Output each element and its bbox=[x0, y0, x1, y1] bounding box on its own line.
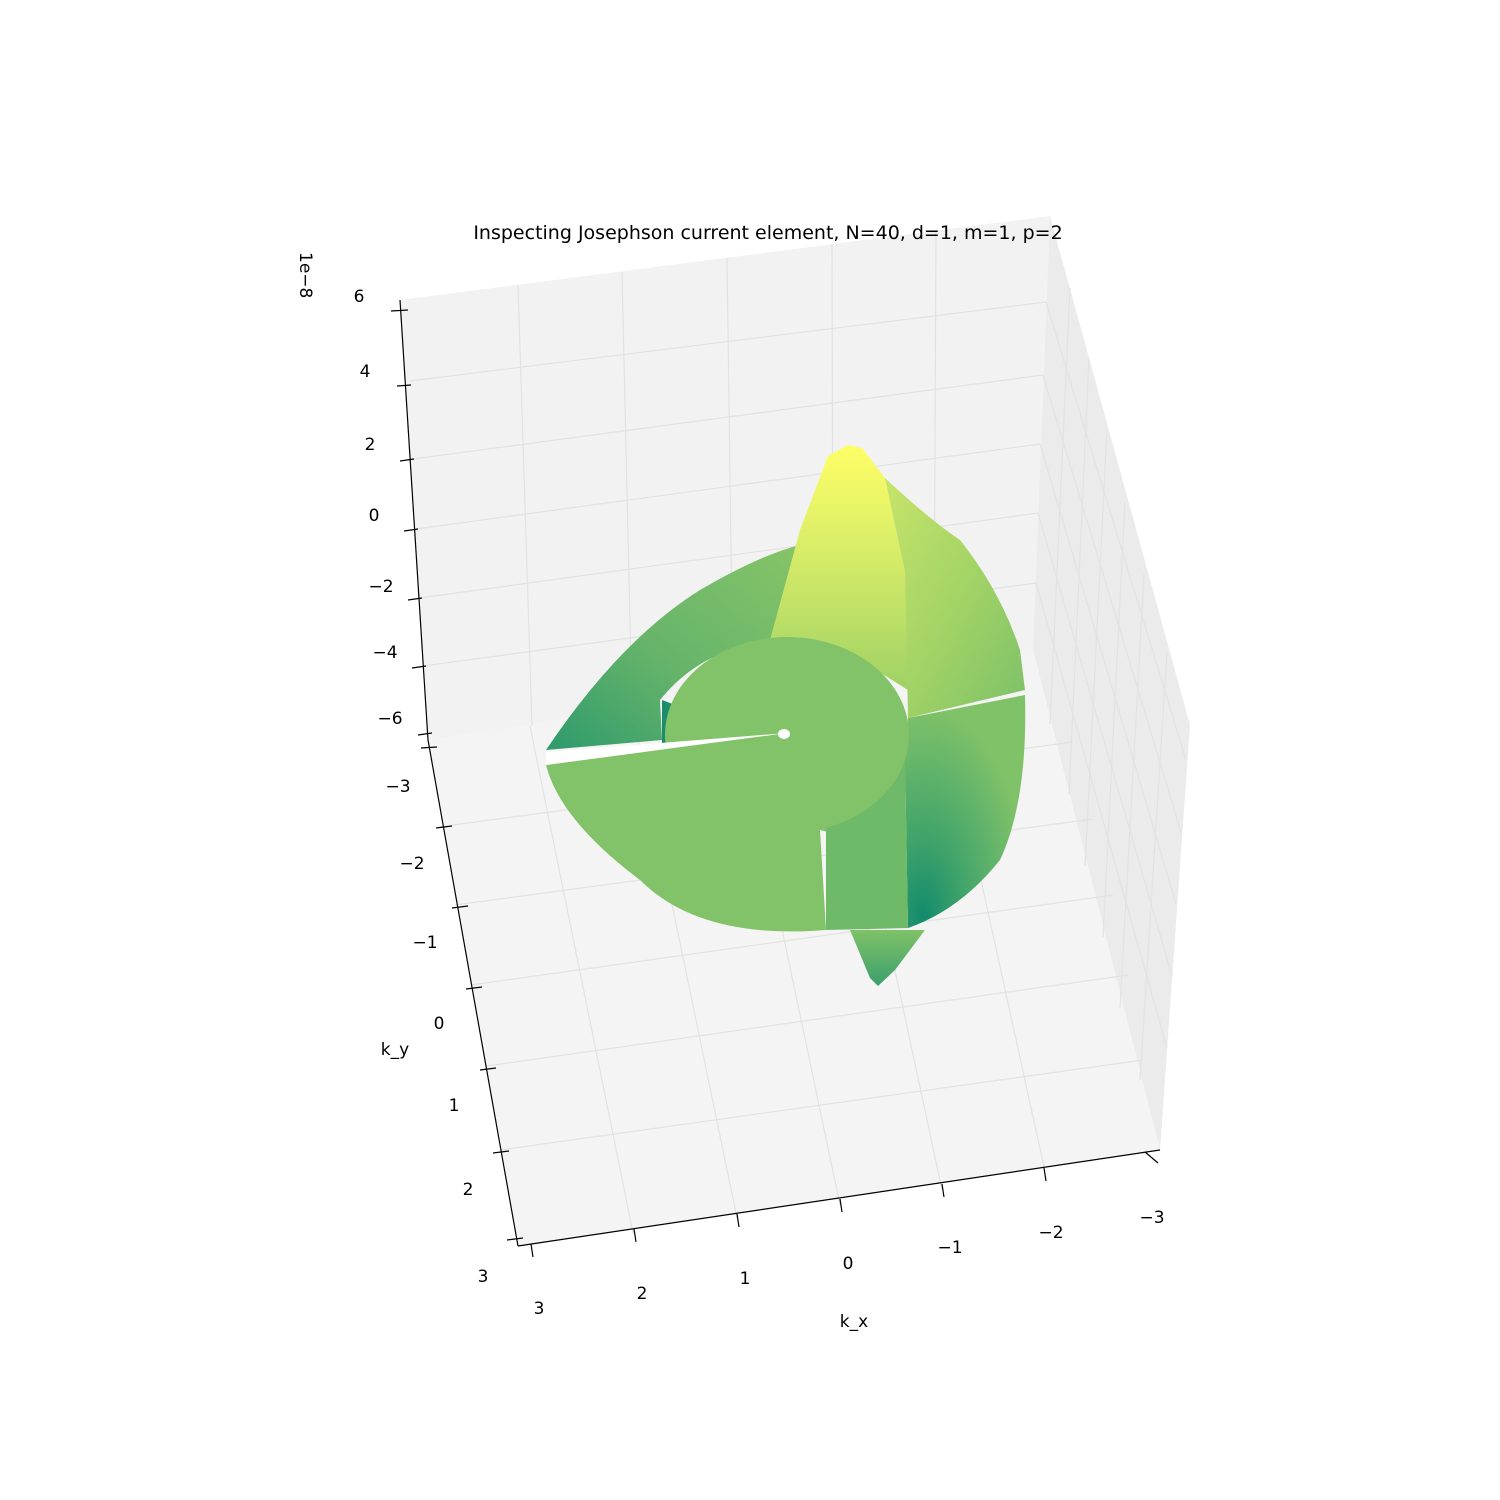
tick-marks bbox=[390, 309, 1159, 1258]
x-tick-label: 0 bbox=[843, 1254, 854, 1274]
surface-mid-strip bbox=[826, 760, 908, 930]
y-tick-label: −3 bbox=[385, 777, 410, 797]
y-axis-line bbox=[427, 739, 519, 1247]
z-tick-label: −2 bbox=[368, 577, 393, 597]
x-tick-label: 3 bbox=[534, 1299, 545, 1319]
z-tick-label: 0 bbox=[369, 506, 380, 526]
x-tick-labels: −3 −2 −1 0 1 2 3 bbox=[534, 1208, 1165, 1319]
y-tick-label: −2 bbox=[399, 854, 424, 874]
x-axis-line bbox=[517, 1149, 1161, 1247]
surface-right-wing bbox=[885, 478, 1025, 718]
z-tick-labels: −6 −4 −2 0 2 4 6 bbox=[354, 287, 403, 729]
z-offset-label: 1e−8 bbox=[295, 252, 315, 298]
x-axis-label: k_x bbox=[840, 1312, 868, 1332]
y-tick-label: 0 bbox=[434, 1014, 445, 1034]
surface-dip bbox=[850, 930, 925, 986]
y-tick-label: 3 bbox=[478, 1267, 489, 1287]
x-tick-label: −2 bbox=[1038, 1223, 1063, 1243]
z-tick-label: −4 bbox=[372, 643, 397, 663]
surface-left-wing bbox=[546, 545, 800, 750]
x-tick-label: −3 bbox=[1139, 1208, 1164, 1228]
surface-peak bbox=[770, 445, 908, 690]
x-tick-label: 1 bbox=[740, 1269, 751, 1289]
z-tick-label: −6 bbox=[377, 709, 402, 729]
z-tick-label: 4 bbox=[360, 362, 371, 382]
x-tick-label: 2 bbox=[637, 1284, 648, 1304]
chart-title: Inspecting Josephson current element, N=… bbox=[473, 222, 1062, 244]
grid-lines bbox=[409, 229, 1187, 1234]
surface-center-hole bbox=[778, 729, 790, 739]
x-tick-label: −1 bbox=[937, 1238, 962, 1258]
y-tick-labels: −3 −2 −1 0 1 2 3 bbox=[385, 777, 488, 1287]
z-tick-label: 2 bbox=[365, 435, 376, 455]
y-axis-label: k_y bbox=[381, 1040, 409, 1060]
surface-lower-right bbox=[905, 695, 1026, 928]
y-tick-label: −1 bbox=[412, 933, 437, 953]
z-tick-label: 6 bbox=[354, 287, 365, 307]
y-tick-label: 2 bbox=[463, 1180, 474, 1200]
surface bbox=[546, 445, 1026, 986]
surface-gap bbox=[546, 733, 787, 765]
y-tick-label: 1 bbox=[449, 1096, 460, 1116]
